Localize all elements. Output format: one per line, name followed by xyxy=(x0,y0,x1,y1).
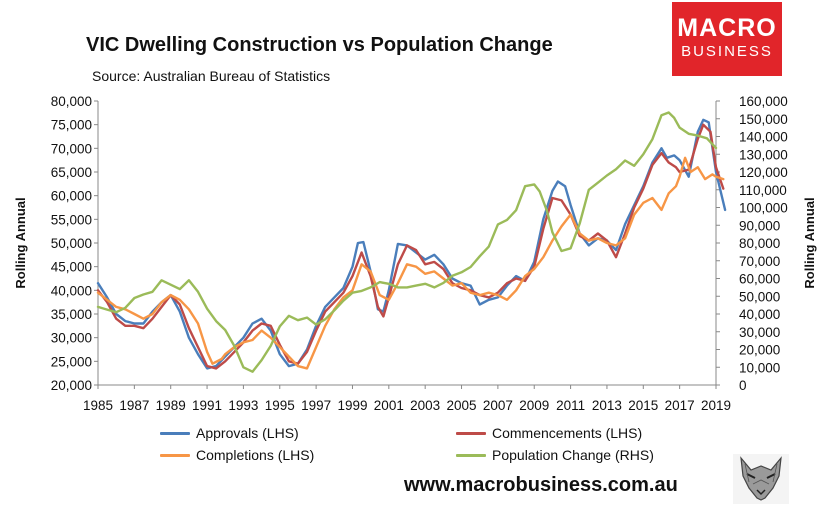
x-tick-label: 1993 xyxy=(228,398,258,413)
y-left-tick-label: 80,000 xyxy=(51,94,92,109)
legend-swatch-completions xyxy=(160,453,190,457)
x-tick-label: 1987 xyxy=(119,398,149,413)
y-left-tick-label: 25,000 xyxy=(51,354,92,369)
y-right-tick-label: 160,000 xyxy=(739,94,788,109)
y-left-tick-label: 60,000 xyxy=(51,189,92,204)
legend-swatch-population xyxy=(456,453,486,457)
x-tick-label: 2015 xyxy=(628,398,658,413)
x-tick-label: 2001 xyxy=(374,398,404,413)
y-left-tick-label: 40,000 xyxy=(51,283,92,298)
chart-title: VIC Dwelling Construction vs Population … xyxy=(86,34,553,56)
chart-source: Source: Australian Bureau of Statistics xyxy=(92,68,331,84)
y-right-tick-label: 90,000 xyxy=(739,218,780,233)
y-right-tick-label: 120,000 xyxy=(739,165,788,180)
y-right-tick-label: 130,000 xyxy=(739,147,788,162)
x-tick-label: 2019 xyxy=(701,398,731,413)
y-right-tick-label: 10,000 xyxy=(739,360,780,375)
y-left-tick-label: 20,000 xyxy=(51,378,92,393)
x-tick-label: 2009 xyxy=(519,398,549,413)
website-url: www.macrobusiness.com.au xyxy=(404,474,678,496)
x-tick-label: 1991 xyxy=(192,398,222,413)
y-right-tick-label: 100,000 xyxy=(739,201,788,216)
x-tick-label: 2003 xyxy=(410,398,440,413)
legend-label-population: Population Change (RHS) xyxy=(492,447,654,463)
legend-label-completions: Completions (LHS) xyxy=(196,447,315,463)
y-right-tick-label: 60,000 xyxy=(739,272,780,287)
x-tick-label: 1995 xyxy=(265,398,295,413)
y-left-tick-label: 35,000 xyxy=(51,307,92,322)
y-right-tick-label: 30,000 xyxy=(739,325,780,340)
series-line-approvals-lhs xyxy=(96,118,727,370)
x-tick-label: 2017 xyxy=(665,398,695,413)
legend-swatch-commencements xyxy=(456,431,486,435)
y-left-tick-label: 45,000 xyxy=(51,260,92,275)
legend-label-approvals: Approvals (LHS) xyxy=(196,425,299,441)
logo-line-2: BUSINESS xyxy=(681,43,773,60)
y-right-tick-label: 150,000 xyxy=(739,112,788,127)
legend-item-population: Population Change (RHS) xyxy=(456,447,654,463)
series-line-commencements-lhs xyxy=(96,123,725,370)
x-tick-label: 2005 xyxy=(447,398,477,413)
x-tick-label: 2013 xyxy=(592,398,622,413)
y-right-tick-label: 40,000 xyxy=(739,307,780,322)
y-axis-label-left: Rolling Annual xyxy=(13,197,28,288)
logo-line-1: MACRO xyxy=(677,14,777,42)
x-tick-label: 2007 xyxy=(483,398,513,413)
macrobusiness-logo: MACRO BUSINESS xyxy=(672,2,782,76)
legend-item-commencements: Commencements (LHS) xyxy=(456,425,642,441)
y-left-tick-label: 70,000 xyxy=(51,141,92,156)
legend-swatch-approvals xyxy=(160,431,190,435)
y-right-tick-label: 20,000 xyxy=(739,343,780,358)
x-tick-label: 1985 xyxy=(83,398,113,413)
y-right-tick-label: 110,000 xyxy=(739,183,787,198)
x-tick-label: 1997 xyxy=(301,398,331,413)
y-left-tick-label: 75,000 xyxy=(51,118,92,133)
y-right-tick-label: 0 xyxy=(739,378,747,393)
y-right-tick-label: 70,000 xyxy=(739,254,780,269)
series-line-population-change-rhs xyxy=(96,111,718,373)
y-left-tick-label: 55,000 xyxy=(51,212,92,227)
y-left-tick-label: 30,000 xyxy=(51,331,92,346)
y-left-tick-label: 65,000 xyxy=(51,165,92,180)
y-right-tick-label: 140,000 xyxy=(739,130,788,145)
series-line-completions-lhs xyxy=(96,156,725,370)
y-axis-label-right: Rolling Annual xyxy=(802,197,817,288)
legend-label-commencements: Commencements (LHS) xyxy=(492,425,643,441)
x-tick-label: 2011 xyxy=(556,398,585,413)
x-tick-label: 1999 xyxy=(337,398,367,413)
wolf-mascot-icon xyxy=(733,454,789,504)
y-left-tick-label: 50,000 xyxy=(51,236,92,251)
x-tick-label: 1989 xyxy=(156,398,186,413)
y-right-tick-label: 50,000 xyxy=(739,289,780,304)
y-right-tick-label: 80,000 xyxy=(739,236,780,251)
legend-item-completions: Completions (LHS) xyxy=(160,447,314,463)
legend-item-approvals: Approvals (LHS) xyxy=(160,425,299,441)
